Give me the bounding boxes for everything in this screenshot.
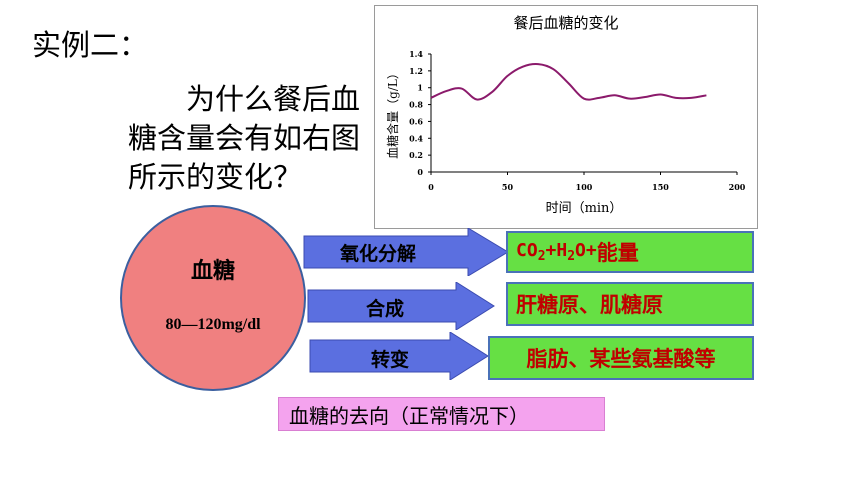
arrow-label-synthesis: 合成 xyxy=(365,298,404,320)
blood-sugar-label: 血糖 xyxy=(190,258,235,284)
caption-box: 血糖的去向（正常情况下） xyxy=(278,397,605,431)
result-box-conversion: 脂肪、某些氨基酸等 xyxy=(488,336,754,380)
y-axis-label: 血糖含量（g/L） xyxy=(385,67,400,159)
y-tick-label: 0.2 xyxy=(409,150,423,160)
result-box-synthesis: 肝糖原、肌糖原 xyxy=(506,282,754,326)
x-axis-label: 时间（min） xyxy=(546,201,623,216)
y-tick-label: 0 xyxy=(417,167,423,177)
series-line xyxy=(430,63,707,101)
result-box-oxidation: CO2+H2O+ 能量 xyxy=(506,231,754,273)
result-text-oxidation: CO2+H2O+ xyxy=(516,240,597,264)
blood-sugar-chart: 餐后血糖的变化 0 0.2 0.4 0.6 0.8 1 1.2 1.4 0 50 100 150 200 时… xyxy=(385,14,746,216)
y-tick-label: 1.4 xyxy=(409,49,423,59)
y-tick-label: 0.6 xyxy=(409,116,423,126)
arrow-oxidation xyxy=(303,228,509,276)
arrow-conversion xyxy=(309,332,489,380)
arrow-synthesis xyxy=(307,282,495,330)
x-tick-label: 100 xyxy=(576,182,593,192)
y-tick-label: 1.2 xyxy=(409,66,423,76)
slide-title: 实例二： xyxy=(32,28,149,62)
question-text: 为什么餐后血糖含量会有如右图所示的变化？ xyxy=(128,82,361,194)
x-tick-label: 200 xyxy=(729,182,746,192)
y-tick-label: 0.4 xyxy=(409,133,423,143)
blood-sugar-circle xyxy=(120,205,306,391)
y-tick-label: 0.8 xyxy=(409,100,423,110)
chart-frame: 餐后血糖的变化 0 0.2 0.4 0.6 0.8 1 1.2 1.4 0 50 100 150 200 时… xyxy=(374,5,758,229)
arrow-label-oxidation: 氧化分解 xyxy=(339,243,416,265)
x-tick-label: 150 xyxy=(652,182,669,192)
x-tick-label: 50 xyxy=(502,182,514,192)
blood-sugar-range: 80—120mg/dl xyxy=(165,316,261,333)
arrow-label-conversion: 转变 xyxy=(370,349,409,371)
chart-title: 餐后血糖的变化 xyxy=(513,14,618,32)
y-tick-label: 1 xyxy=(417,83,423,93)
x-tick-label: 0 xyxy=(428,182,434,192)
result-text-energy: 能量 xyxy=(596,241,639,265)
